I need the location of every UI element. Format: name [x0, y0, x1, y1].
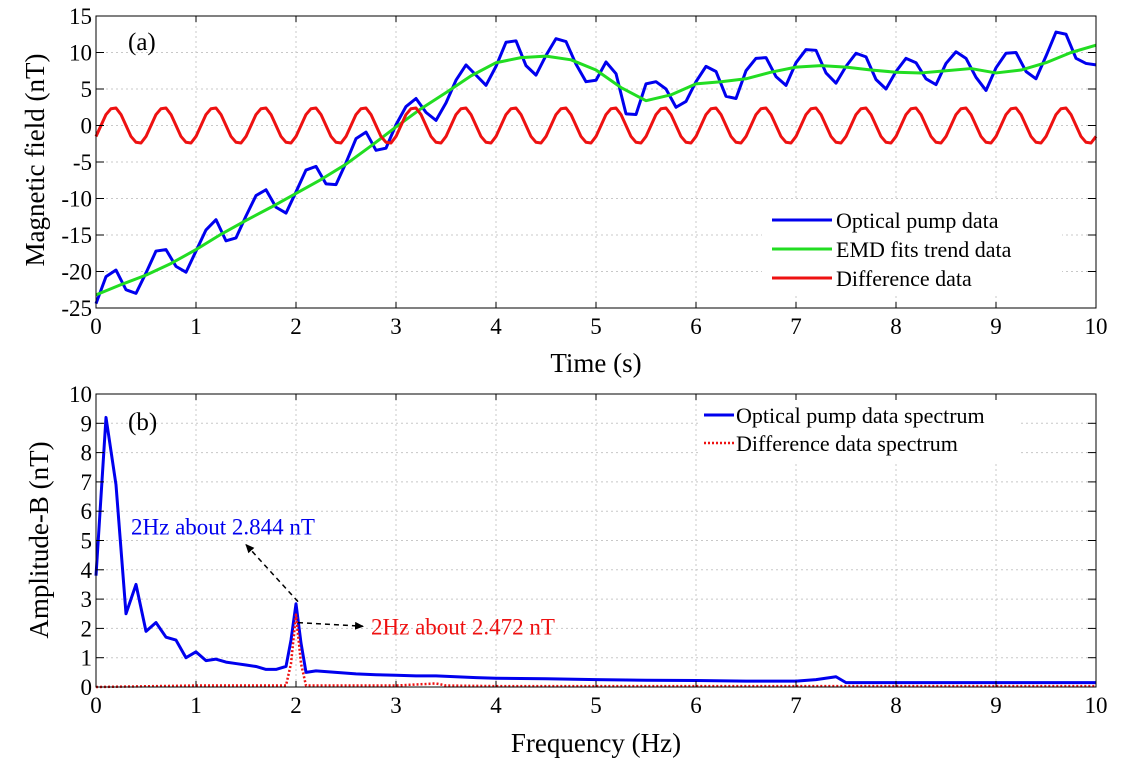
y-tick-label: 9 [81, 411, 93, 436]
y-tick-label: 6 [81, 499, 93, 524]
legend-label-trend: EMD fits trend data [836, 237, 1012, 262]
x-tick-label: 1 [190, 314, 202, 339]
legend-label-optical: Optical pump data [836, 208, 999, 233]
panel-label-b: (b) [128, 409, 157, 436]
ticks-a: 0 1 2 3 4 5 6 7 8 9 10 -25 -20 -15 -10 -5 0 5 10 15 [61, 4, 1107, 339]
series-group-b [94, 415, 1096, 689]
y-axis-label-a: Magnetic field (nT) [20, 54, 50, 267]
y-tick-label: 5 [81, 529, 93, 554]
ticks-b: 0 1 2 3 4 5 6 7 8 9 10 0 1 2 3 4 5 6 7 8 9 10 [69, 382, 1108, 718]
y-tick-label: 3 [81, 587, 93, 612]
y-tick-label: -20 [61, 260, 92, 285]
x-axis-label-b: Frequency (Hz) [511, 728, 681, 758]
x-tick-label: 9 [990, 693, 1002, 718]
series-optical-spectrum-line [94, 415, 1096, 685]
y-tick-label: 0 [81, 114, 93, 139]
legend-label-difference-spectrum: Difference data spectrum [736, 431, 958, 456]
x-axis-label-a: Time (s) [550, 348, 641, 378]
y-tick-label: 2 [81, 616, 93, 641]
legend-a: Optical pump data EMD fits trend data Di… [762, 200, 1062, 296]
annotation-label: 2Hz about 2.472 nT [371, 614, 555, 639]
x-tick-label: 4 [490, 314, 502, 339]
y-tick-label: 4 [81, 558, 93, 583]
y-tick-label: 5 [81, 77, 93, 102]
x-tick-label: 1 [190, 693, 202, 718]
y-tick-label: 7 [81, 470, 93, 495]
annotations-b: 2Hz about 2.844 nT 2Hz about 2.472 nT [131, 515, 555, 640]
x-tick-label: 2 [290, 314, 302, 339]
grid-b [96, 394, 1096, 687]
annotation-label: 2Hz about 2.844 nT [131, 515, 315, 540]
y-tick-label: -25 [61, 296, 92, 321]
legend-label-optical-spectrum: Optical pump data spectrum [736, 403, 985, 428]
x-tick-label: 2 [290, 693, 302, 718]
x-tick-label: 3 [390, 314, 402, 339]
x-tick-label: 6 [690, 314, 702, 339]
panel-label-a: (a) [128, 29, 156, 56]
x-tick-label: 8 [890, 693, 902, 718]
series-difference-line [94, 106, 1098, 145]
y-tick-label: -10 [61, 187, 92, 212]
y-tick-label: -5 [73, 150, 92, 175]
y-tick-label: 10 [69, 41, 92, 66]
y-axis-label-b: Amplitude-B (nT) [24, 441, 54, 638]
series-difference-spectrum-line [95, 613, 1096, 689]
x-tick-label: 10 [1085, 693, 1108, 718]
x-tick-label: 3 [390, 693, 402, 718]
x-tick-label: 0 [90, 693, 102, 718]
x-tick-label: 10 [1085, 314, 1108, 339]
annotation-arrow [245, 543, 299, 603]
x-tick-label: 9 [990, 314, 1002, 339]
legend-label-difference: Difference data [836, 266, 972, 291]
x-tick-label: 7 [790, 693, 802, 718]
series-group-a [94, 30, 1098, 305]
y-tick-label: 15 [69, 4, 92, 29]
x-tick-label: 4 [490, 693, 502, 718]
legend-box-b [698, 400, 1018, 462]
x-tick-label: 5 [590, 693, 602, 718]
series-optical-pump-line [94, 30, 1097, 305]
y-tick-label: 8 [81, 441, 93, 466]
x-tick-label: 7 [790, 314, 802, 339]
chart-panel-b: 0 1 2 3 4 5 6 7 8 9 10 0 1 2 3 4 5 6 7 8 9 10 (b) Frequency (… [24, 382, 1108, 758]
x-tick-label: 8 [890, 314, 902, 339]
x-tick-label: 0 [90, 314, 102, 339]
chart-panel-a: 0 1 2 3 4 5 6 7 8 9 10 -25 -20 -15 -10 -5 0 5 10 15 (a) Tim… [20, 4, 1108, 378]
annotation-arrow [297, 621, 364, 630]
series-emd-trend-line [95, 43, 1097, 297]
legend-b: Optical pump data spectrum Difference da… [698, 400, 1018, 462]
x-tick-label: 5 [590, 314, 602, 339]
y-tick-label: -15 [61, 223, 92, 248]
y-tick-label: 10 [69, 382, 92, 407]
x-tick-label: 6 [690, 693, 702, 718]
grid-a [96, 16, 1096, 308]
y-tick-label: 0 [81, 675, 93, 700]
y-tick-label: 1 [81, 646, 93, 671]
